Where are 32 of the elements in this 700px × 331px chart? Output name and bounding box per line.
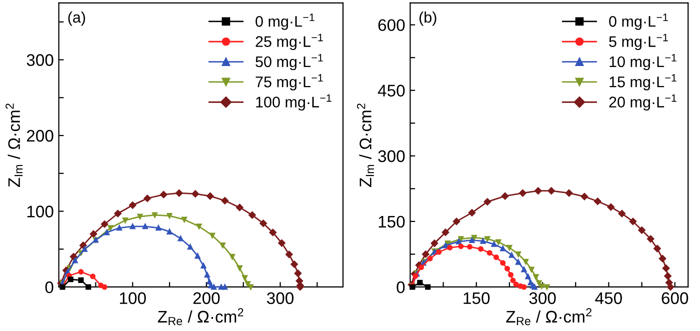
legend-label: 75 mg·L$^{−1}$ [256,74,323,90]
legend-label: 0 mg·L$^{−1}$ [256,14,314,30]
y-tick-label: 150 [378,216,405,228]
legend-label: 50 mg·L$^{−1}$ [256,54,323,70]
legend-label: 20 mg·L$^{−1}$ [609,94,676,111]
x-tick-label: 300 [529,292,556,304]
x-tick-label: 450 [595,292,622,304]
legend-label: 100 mg·L$^{−1}$ [256,94,332,111]
y-axis-title: Z$_{Im}$ / Ω·cm$^{2}$ [356,104,374,187]
x-tick-label: 150 [464,292,490,304]
legend-label: 10 mg·L$^{−1}$ [610,54,676,70]
legend-label: 25 mg·L$^{−1}$ [256,34,323,50]
y-tick-label: 300 [26,54,54,66]
y-tick-label: 100 [27,206,54,218]
y-tick-label: 450 [378,84,405,97]
x-tick-label: 100 [120,292,146,304]
annotation: (b) [419,12,436,26]
x-tick-label: 600 [662,292,688,304]
x-tick-label: 200 [193,292,220,304]
y-tick-label: 200 [26,130,54,142]
y-tick-label: 300 [378,150,405,162]
y-axis-title: Z$_{Im}$ / Ω·cm$^{2}$ [6,104,23,187]
legend-label: 15 mg·L$^{−1}$ [610,74,676,90]
annotation: (a) [68,12,86,26]
y-tick-label: 0 [396,281,405,294]
y-tick-label: 0 [45,281,54,294]
legend-label: 0 mg·L$^{−1}$ [609,14,668,30]
legend-label: 5 mg·L$^{−1}$ [609,34,668,50]
x-axis-title: Z$_{Re}$ / Ω·cm$^{2}$ [506,308,592,326]
x-axis-title: Z$_{Re}$ / Ω·cm$^{2}$ [158,308,244,326]
y-tick-label: 600 [378,19,405,32]
x-tick-label: 300 [266,292,294,304]
